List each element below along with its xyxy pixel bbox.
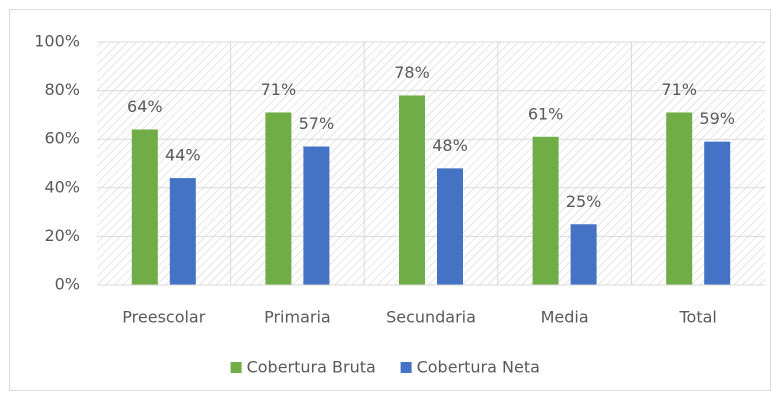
data-label: 61% (528, 104, 564, 123)
legend-swatch (230, 362, 242, 373)
x-tick-label: Media (541, 308, 589, 327)
bar (303, 146, 330, 285)
bar (169, 178, 196, 285)
bar (437, 168, 463, 285)
y-tick-label: 40% (44, 177, 80, 196)
y-tick-label: 0% (55, 275, 80, 294)
data-label: 71% (261, 80, 297, 99)
y-tick-label: 20% (44, 226, 80, 245)
bar (131, 129, 158, 285)
data-label: 59% (699, 109, 735, 128)
legend-swatch (400, 362, 412, 373)
x-tick-label: Primaria (264, 308, 331, 327)
legend-label: Cobertura Bruta (247, 358, 376, 377)
x-tick-label: Preescolar (122, 308, 205, 327)
data-label: 78% (394, 63, 430, 82)
bar (570, 224, 597, 285)
x-tick-label: Secundaria (386, 308, 476, 327)
bar (666, 112, 693, 285)
legend-label: Cobertura Neta (417, 358, 540, 377)
data-label: 25% (566, 192, 602, 211)
y-tick-label: 80% (44, 80, 80, 99)
data-label: 48% (432, 136, 468, 155)
y-tick-label: 60% (44, 129, 80, 148)
bar (399, 95, 425, 286)
data-label: 71% (661, 80, 697, 99)
x-tick-label: Total (679, 308, 717, 327)
plot-area (97, 42, 765, 285)
bar (265, 112, 292, 285)
data-label: 57% (299, 114, 335, 133)
y-tick-label: 100% (34, 32, 80, 51)
bar (532, 136, 559, 285)
data-label: 64% (127, 97, 163, 116)
bar (704, 141, 731, 285)
data-label: 44% (165, 146, 201, 165)
